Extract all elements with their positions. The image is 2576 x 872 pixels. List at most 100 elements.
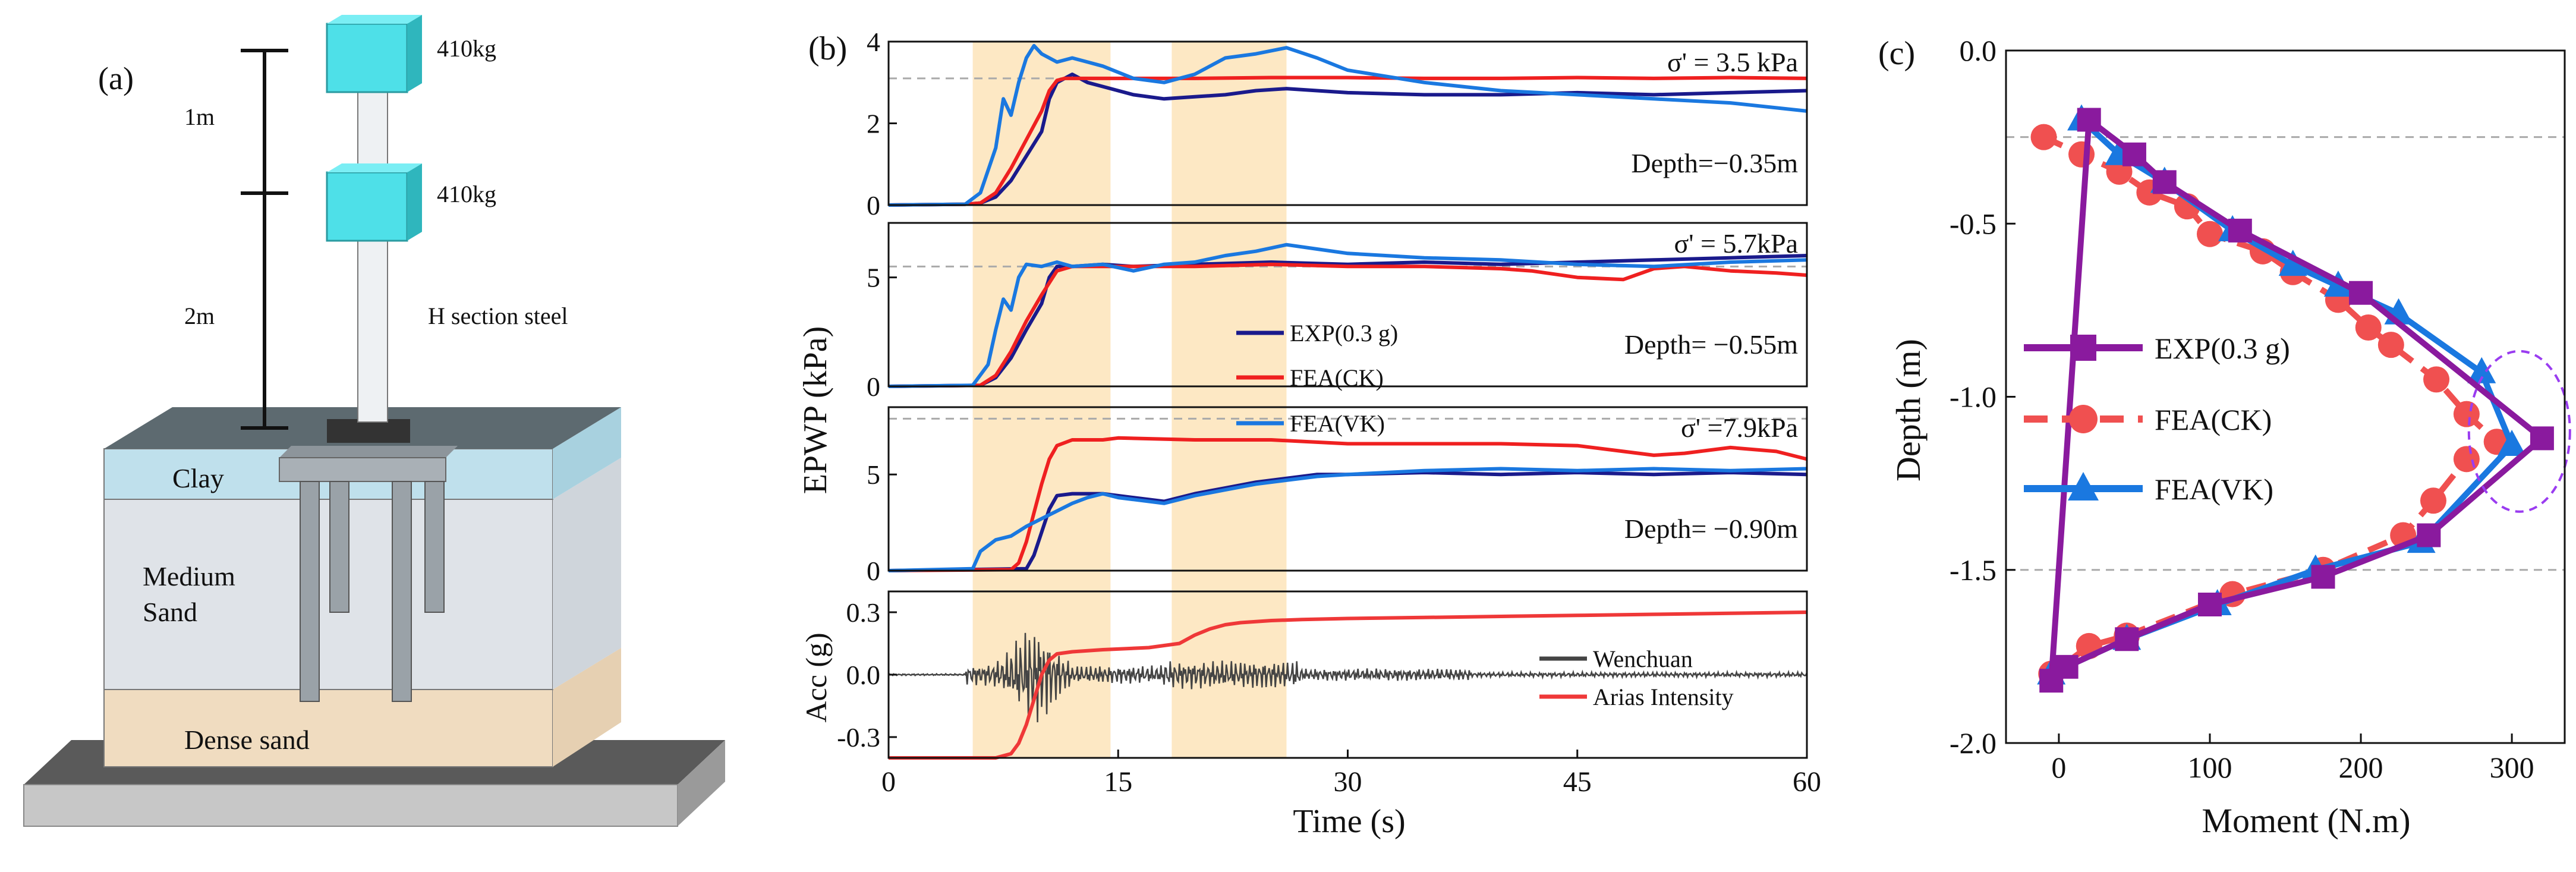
dim-bottom-label: 2m	[184, 303, 215, 329]
moment-line-fea-vk	[2050, 117, 2515, 677]
x-tick-label: 60	[1793, 766, 1821, 798]
peak-highlight-ellipse	[2467, 350, 2571, 513]
y-tick-label: 5	[867, 459, 880, 490]
marker-exp-0-3-g	[2228, 218, 2252, 243]
series-wenchuan	[888, 632, 1808, 723]
marker-exp-0-3-g	[2349, 281, 2373, 305]
mass-block-top-side	[407, 15, 422, 92]
marker-fea-vk	[2467, 357, 2496, 383]
panel-b-ylabel: EPWP (kPa)	[797, 326, 834, 495]
marker-fea-ck	[2423, 366, 2450, 393]
series-arias-intensity-sub4	[889, 610, 1807, 760]
y-tick-label: 0.0	[846, 660, 881, 690]
panel-b-chart: (b) 0 2 4 σ' = 3.5 kPa Depth=−0.35m 0 5 σ' = 5.…	[797, 27, 1821, 840]
y-tick-label: -2.0	[1950, 726, 1996, 760]
sigma-label: σ' = 5.7kPa	[1674, 228, 1798, 259]
y-tick-label: 5	[867, 263, 880, 293]
pile-2	[329, 481, 349, 613]
y-tick-label: 0.0	[1960, 34, 1997, 67]
marker-exp-0-3-g	[2530, 426, 2554, 451]
marker-exp-0-3-g	[2152, 170, 2177, 194]
mass-top-label: 410kg	[437, 35, 496, 62]
x-tick-label: 30	[1334, 766, 1362, 798]
steel-label: H section steel	[428, 303, 568, 329]
y-tick-label: 0.3	[846, 597, 881, 628]
medium-sand-side	[553, 458, 621, 690]
dense-sand-front	[103, 689, 553, 767]
sigma-label: σ' = 3.5 kPa	[1667, 47, 1798, 77]
panel-c-plot: 0 100 200 300 0.0 -0.5 -1.0 -1.5 -2.0 EXP(0.3 g) F…	[1950, 34, 2571, 784]
depth-label: Depth= −0.90m	[1624, 514, 1798, 544]
legend-label: FEA(CK)	[1290, 364, 1384, 391]
marker-exp-0-3-g	[2197, 593, 2222, 616]
legend-label: Wenchuan	[1593, 646, 1693, 672]
x-tick-label: 0	[881, 766, 896, 798]
marker-exp-0-3-g	[2417, 523, 2441, 547]
h-section-column	[357, 83, 388, 423]
pile-4	[424, 481, 445, 613]
depth-label: Depth=−0.35m	[1631, 148, 1798, 178]
x-tick-label: 45	[1563, 766, 1592, 798]
pile-1	[300, 481, 320, 702]
y-tick-label: -1.0	[1950, 380, 1996, 414]
legend-label: FEA(VK)	[2155, 473, 2273, 506]
legend-label: FEA(VK)	[1290, 410, 1385, 437]
shaded-interval-1	[972, 42, 1111, 758]
panel-b-legend: EXP(0.3 g) FEA(CK) FEA(VK)	[1236, 320, 1398, 437]
y-tick-label: -1.5	[1950, 553, 1996, 587]
y-tick-label: 0	[867, 190, 880, 221]
marker-exp-0-3-g	[2115, 627, 2139, 651]
legend-marker	[2068, 472, 2099, 500]
dim-top-label: 1m	[184, 103, 215, 130]
legend-marker	[2070, 335, 2096, 361]
dense-sand-side	[553, 648, 621, 767]
marker-fea-vk	[2278, 250, 2307, 276]
subplot-3: 0 5 σ' =7.9kPa Depth= −0.90m	[867, 406, 1808, 586]
series-fea-ck-sub3	[888, 436, 1807, 572]
marker-exp-0-3-g	[2077, 108, 2101, 132]
mass-block-mid-cap	[327, 163, 422, 172]
panel-c-chart: (c) 0 100 200 300 0.0 -0.5 -1.0 -1.5 -2.0 EXP(0.3…	[1878, 34, 2571, 840]
sigma-label: σ' =7.9kPa	[1681, 413, 1798, 443]
legend-marker	[2069, 405, 2098, 433]
marker-fea-ck	[2196, 221, 2223, 247]
panel-c-ylabel: Depth (m)	[1889, 339, 1928, 481]
y-tick-label: -0.3	[837, 722, 880, 753]
subplot-4: 0.3 0.0 -0.3	[837, 590, 1808, 760]
y-tick-label: 4	[867, 27, 880, 57]
mass-block-top	[326, 23, 408, 93]
panel-a-illustration: (a)	[23, 15, 725, 827]
marker-fea-ck	[2453, 446, 2480, 473]
x-tick-label: 300	[2490, 751, 2534, 784]
marker-fea-ck	[2453, 401, 2480, 427]
subplot-frame-2	[887, 222, 1808, 388]
layer-clay-label: Clay	[172, 463, 224, 493]
acc-legend: Wenchuan Arias Intensity	[1539, 646, 1734, 710]
y-tick-label: 2	[867, 109, 880, 139]
moment-line-exp-0-3-g	[2048, 117, 2545, 681]
marker-fea-vk	[2498, 430, 2527, 457]
shaded-interval-2	[1172, 42, 1287, 758]
clay-side	[553, 407, 621, 499]
marker-fea-ck	[2420, 487, 2446, 514]
y-tick-label: -0.5	[1950, 207, 1996, 240]
series-fea-ck-sub2	[888, 262, 1807, 388]
x-tick-label: 0	[2051, 751, 2066, 784]
panel-c-xlabel: Moment (N.m)	[2202, 801, 2410, 840]
mass-block-top-cap	[327, 15, 422, 24]
marker-exp-0-3-g	[2054, 654, 2079, 679]
series-exp-0-3-g-sub3	[888, 471, 1807, 572]
base-plate-side	[678, 740, 725, 826]
series-exp-0-3-g-sub1	[888, 73, 1807, 207]
layer-sand-label: Sand	[143, 597, 197, 627]
subplot-1: 0 2 4 σ' = 3.5 kPa Depth=−0.35m	[867, 27, 1808, 221]
y-tick-label: 0	[867, 372, 880, 402]
panel-c-legend: EXP(0.3 g) FEA(CK) FEA(VK)	[2024, 332, 2290, 506]
panel-b-xlabel: Time (s)	[1293, 803, 1405, 840]
marker-fea-ck	[2030, 124, 2057, 150]
panel-c-label: (c)	[1878, 35, 1915, 72]
acc-ylabel: Acc (g)	[799, 632, 833, 722]
series-fea-ck-sub1	[888, 75, 1807, 207]
